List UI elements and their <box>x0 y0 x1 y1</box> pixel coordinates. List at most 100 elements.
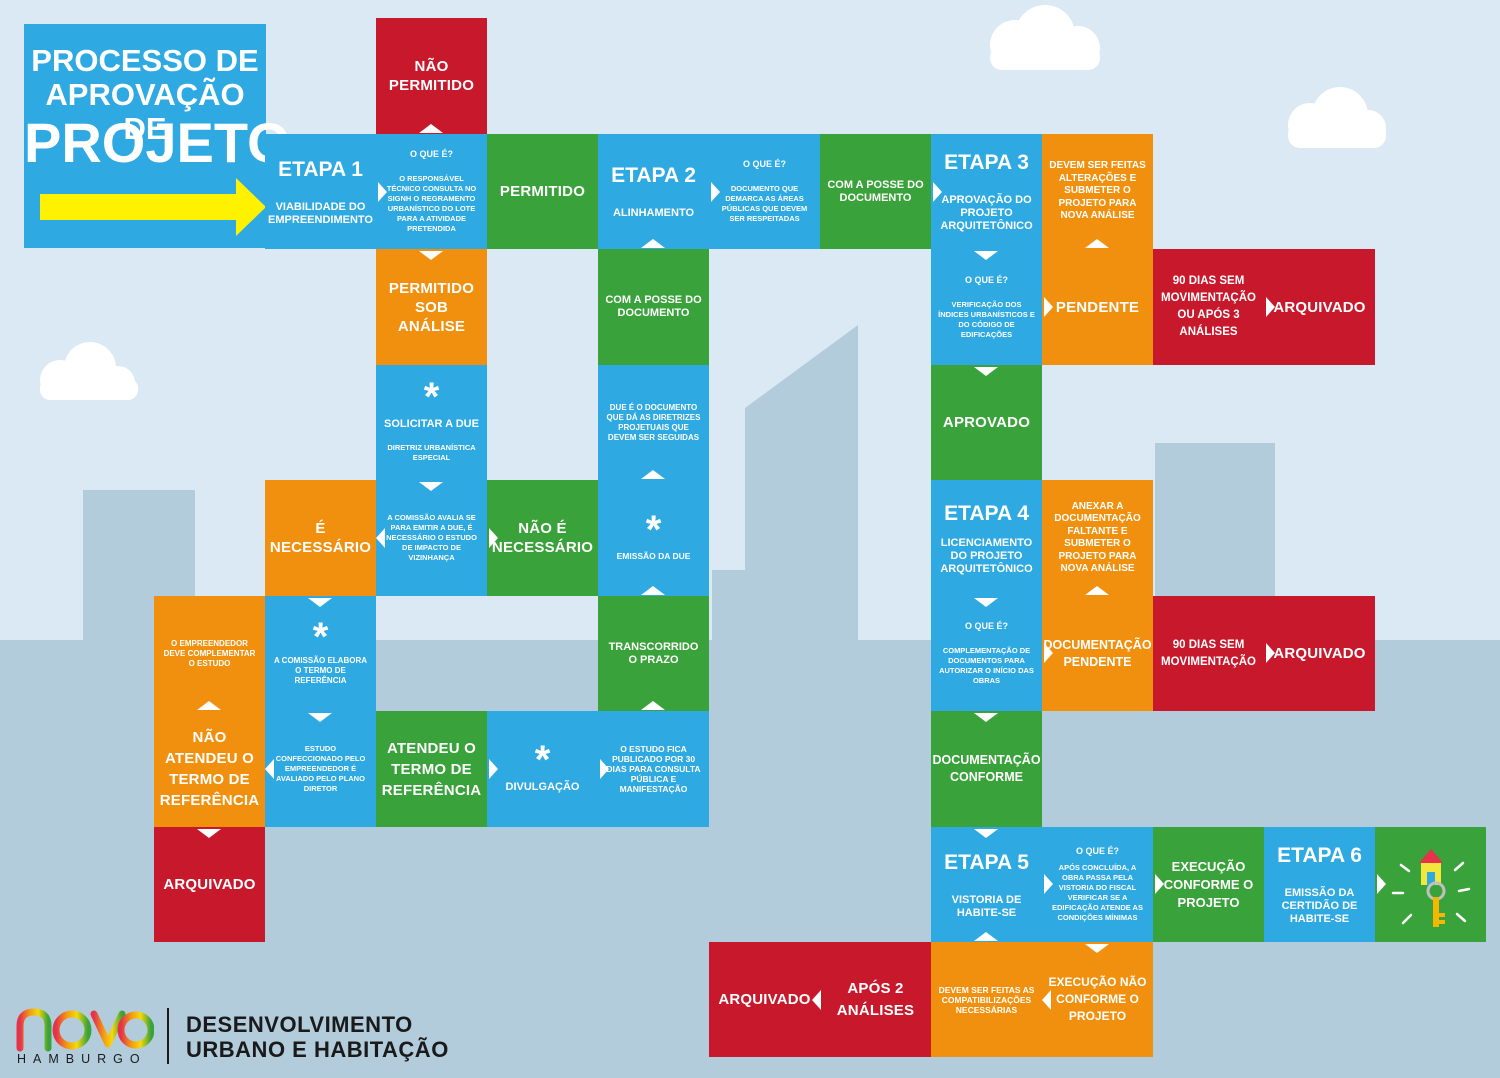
arquivado-label-1: ARQUIVADO <box>1273 298 1366 316</box>
etapa-2-question-tile: O QUE É? DOCUMENTO QUE DEMARCA AS ÁREAS … <box>709 134 820 249</box>
due-definition-text: DUE É O DOCUMENTO QUE DÁ AS DIRETRIZES P… <box>606 402 701 442</box>
etapa-4-tile: ETAPA 4 LICENCIAMENTO DO PROJETO ARQUITE… <box>931 480 1042 596</box>
triangle-icon <box>489 528 498 548</box>
etapa-2-text: ALINHAMENTO <box>612 207 695 219</box>
arrow-right-icon <box>40 178 266 236</box>
asterisk-icon: * <box>645 508 662 552</box>
triangle-icon <box>641 701 665 710</box>
estudo-publicado-tile: O ESTUDO FICA PUBLICADO POR 30 DIAS PARA… <box>598 711 709 827</box>
etapa-3-question: O QUE É? <box>964 274 1008 285</box>
triangle-icon <box>1377 874 1386 894</box>
triangle-icon <box>197 701 221 710</box>
comissao-avalia-tile: A COMISSÃO AVALIA SE PARA EMITIR A DUE, … <box>376 480 487 596</box>
etapa-1-answer: O RESPONSÁVEL TÉCNICO CONSULTA NO SIGNH … <box>386 174 477 233</box>
department-name: DESENVOLVIMENTO URBANO E HABITAÇÃO <box>186 1012 449 1062</box>
com-posse-documento-tile-2: COM A POSSE DO DOCUMENTO <box>598 249 709 365</box>
etapa-6-tile: ETAPA 6 EMISSÃO DA CERTIDÃO DE HABITE-SE <box>1264 827 1375 942</box>
brand-hamburgo: HAMBURGO <box>17 1052 147 1066</box>
com-posse-documento-label-2: COM A POSSE DO DOCUMENTO <box>605 294 702 319</box>
nao-permitido-tile: NÃO PERMITIDO <box>376 18 487 134</box>
triangle-icon <box>641 586 665 595</box>
triangle-icon <box>308 713 332 722</box>
etapa-4-question-tile: O QUE É? COMPLEMENTAÇÃO DE DOCUMENTOS PA… <box>931 596 1042 711</box>
triangle-icon <box>1085 239 1109 248</box>
nao-necessario-label: NÃO É NECESSÁRIO <box>491 520 594 556</box>
divulgacao-tile: * DIVULGAÇÃO <box>487 711 598 827</box>
title-line-3: PROJETO <box>24 111 291 174</box>
title-line-2: APROVAÇÃO DE <box>45 77 245 146</box>
asterisk-icon: * <box>534 737 551 782</box>
divulgacao-text: DIVULGAÇÃO <box>505 780 580 793</box>
nao-atendeu-tile: NÃO ATENDEU O TERMO DE REFERÊNCIA <box>154 711 265 827</box>
anexar-documentacao-tile: ANEXAR A DOCUMENTAÇÃO FALTANTE E SUBMETE… <box>1042 480 1153 596</box>
transcorrido-prazo-label: TRANSCORRIDO O PRAZO <box>608 640 699 666</box>
etapa-1-title: ETAPA 1 <box>278 157 363 181</box>
etapa-2-title: ETAPA 2 <box>611 164 696 187</box>
etapa-5-tile: ETAPA 5 VISTORIA DE HABITE-SE <box>931 827 1042 942</box>
estudo-confeccionado-text: ESTUDO CONFECCIONADO PELO EMPREENDEDOR É… <box>275 744 366 793</box>
atendeu-termo-label: ATENDEU O TERMO DE REFERÊNCIA <box>381 739 482 799</box>
com-posse-documento-label-1: COM A POSSE DO DOCUMENTO <box>827 178 924 204</box>
department-line-1: DESENVOLVIMENTO <box>186 1012 413 1037</box>
triangle-icon <box>378 182 387 202</box>
triangle-icon <box>1042 990 1051 1010</box>
etapa-1-text: VIABILIDADE DO EMPREENDIMENTO <box>268 200 373 226</box>
novo-hamburgo-logo <box>16 1008 154 1052</box>
etapa-4-title: ETAPA 4 <box>944 501 1029 525</box>
triangle-icon <box>641 470 665 479</box>
triangle-icon <box>974 251 998 260</box>
aprovado-tile: APROVADO <box>931 365 1042 480</box>
triangle-icon <box>974 829 998 838</box>
apos-2-analises-tile: APÓS 2 ANÁLISES <box>820 942 931 1057</box>
etapa-2-tile: ETAPA 2 ALINHAMENTO <box>598 134 709 249</box>
triangle-icon <box>1044 297 1053 317</box>
triangle-icon <box>376 528 385 548</box>
arquivado-label-4: ARQUIVADO <box>718 991 811 1008</box>
apos-2-analises-label: APÓS 2 ANÁLISES <box>836 979 915 1019</box>
permitido-tile: PERMITIDO <box>487 134 598 249</box>
triangle-icon <box>1155 874 1164 894</box>
due-definition-tile: DUE É O DOCUMENTO QUE DÁ AS DIRETRIZES P… <box>598 365 709 480</box>
permitido-sob-analise-tile: PERMITIDO SOB ANÁLISE <box>376 249 487 365</box>
estudo-publicado-text: O ESTUDO FICA PUBLICADO POR 30 DIAS PARA… <box>606 744 701 794</box>
triangle-icon <box>1266 643 1275 663</box>
asterisk-icon: * <box>312 614 329 659</box>
etapa-5-title: ETAPA 5 <box>944 850 1029 874</box>
anexar-documentacao-label: ANEXAR A DOCUMENTAÇÃO FALTANTE E SUBMETE… <box>1054 500 1141 575</box>
documentacao-conforme-label: DOCUMENTAÇÃO CONFORME <box>932 753 1041 784</box>
triangle-icon <box>419 124 443 133</box>
triangle-icon <box>974 367 998 376</box>
complementar-estudo-tile: O EMPREENDEDOR DEVE COMPLEMENTAR O ESTUD… <box>154 596 265 711</box>
documentacao-pendente-tile: DOCUMENTAÇÃO PENDENTE <box>1042 596 1153 711</box>
etapa-6-title: ETAPA 6 <box>1277 844 1362 867</box>
complementar-estudo-text: O EMPREENDEDOR DEVE COMPLEMENTAR O ESTUD… <box>163 638 256 668</box>
etapa-1-tile: ETAPA 1 VIABILIDADE DO EMPREENDIMENTO <box>265 134 376 249</box>
asterisk-icon: * <box>423 375 440 419</box>
solicitar-due-text: DIRETRIZ URBANÍSTICA ESPECIAL <box>387 443 476 462</box>
pendente-tile: PENDENTE <box>1042 249 1153 365</box>
atendeu-termo-tile: ATENDEU O TERMO DE REFERÊNCIA <box>376 711 487 827</box>
etapa-3-title: ETAPA 3 <box>944 151 1029 174</box>
pendente-label: PENDENTE <box>1055 298 1140 316</box>
noventa-dias-label-1: 90 DIAS SEM MOVIMENTAÇÃO OU APÓS 3 ANÁLI… <box>1161 275 1256 338</box>
com-posse-documento-tile-1: COM A POSSE DO DOCUMENTO <box>820 134 931 249</box>
etapa-6-text: EMISSÃO DA CERTIDÃO DE HABITE-SE <box>1281 887 1358 925</box>
permitido-label: PERMITIDO <box>499 183 586 200</box>
etapa-3-question-tile: O QUE É? VERIFICAÇÃO DOS ÍNDICES URBANÍS… <box>931 249 1042 365</box>
triangle-icon <box>1266 297 1275 317</box>
noventa-dias-tile-2: 90 DIAS SEM MOVIMENTAÇÃO <box>1153 596 1264 711</box>
triangle-icon <box>419 482 443 491</box>
compatibilizacoes-tile: DEVEM SER FEITAS AS COMPATIBILIZAÇÕES NE… <box>931 942 1042 1057</box>
triangle-icon <box>974 932 998 941</box>
etapa-5-question: O QUE É? <box>1075 846 1119 856</box>
comissao-elabora-tile: * A COMISSÃO ELABORA O TERMO DE REFERÊNC… <box>265 596 376 711</box>
etapa-5-text: VISTORIA DE HABITE-SE <box>951 893 1022 919</box>
triangle-icon <box>1044 643 1053 663</box>
solicitar-due-tile: * SOLICITAR A DUE DIRETRIZ URBANÍSTICA E… <box>376 365 487 480</box>
e-necessario-label: É NECESSÁRIO <box>269 520 372 556</box>
estudo-confeccionado-tile: ESTUDO CONFECCIONADO PELO EMPREENDEDOR É… <box>265 711 376 827</box>
noventa-dias-tile-1: 90 DIAS SEM MOVIMENTAÇÃO OU APÓS 3 ANÁLI… <box>1153 249 1264 365</box>
compatibilizacoes-text: DEVEM SER FEITAS AS COMPATIBILIZAÇÕES NE… <box>938 984 1035 1015</box>
triangle-icon <box>812 990 821 1010</box>
e-necessario-tile: É NECESSÁRIO <box>265 480 376 596</box>
